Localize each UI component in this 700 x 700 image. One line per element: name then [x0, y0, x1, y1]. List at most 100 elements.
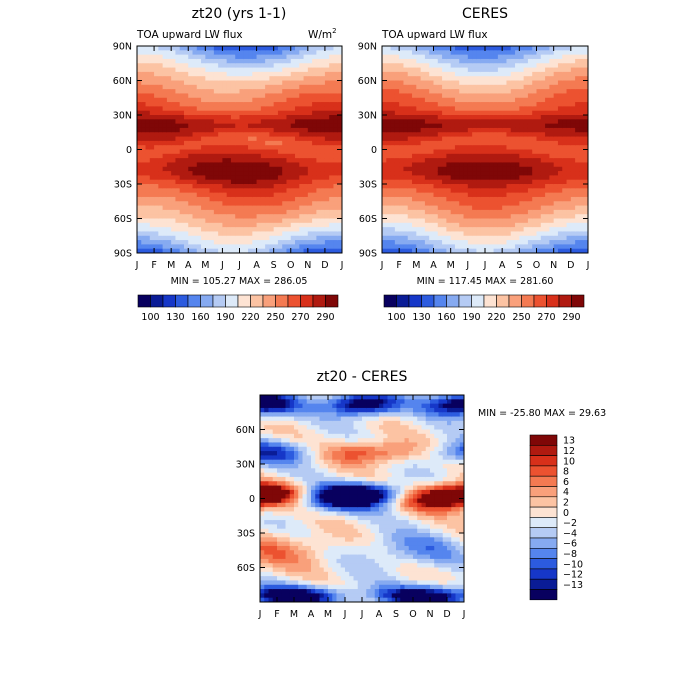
- field-cell: [226, 102, 232, 107]
- field-cell: [295, 84, 300, 90]
- field-cell: [183, 76, 189, 82]
- field-cell: [205, 244, 211, 250]
- field-cell: [286, 50, 292, 56]
- field-cell: [463, 158, 469, 164]
- field-cell: [485, 214, 490, 220]
- field-cell: [252, 67, 258, 73]
- field-cell: [583, 58, 588, 64]
- field-cell: [226, 179, 232, 185]
- field-cell: [429, 50, 435, 56]
- field-cell: [260, 597, 265, 602]
- field-cell: [162, 166, 168, 172]
- field-cell: [536, 188, 542, 194]
- field-cell: [454, 89, 460, 95]
- field-cell: [420, 136, 426, 142]
- colorbar-label: 100: [141, 312, 159, 323]
- field-cell: [312, 46, 317, 51]
- field-cell: [329, 171, 335, 176]
- field-cell: [579, 214, 585, 220]
- field-cell: [183, 158, 189, 164]
- field-cell: [320, 214, 326, 220]
- field-cell: [192, 71, 198, 77]
- field-cell: [316, 149, 322, 155]
- field-cell: [472, 209, 478, 215]
- field-cell: [303, 235, 309, 241]
- field-cell: [260, 240, 266, 245]
- field-cell: [390, 67, 396, 73]
- field-cell: [218, 63, 224, 69]
- field-cell: [583, 205, 588, 211]
- x-tick-label: A: [499, 260, 506, 271]
- field-cell: [201, 102, 206, 107]
- field-cell: [256, 231, 262, 237]
- field-cell: [557, 184, 563, 189]
- field-cell: [442, 235, 447, 241]
- field-cell: [149, 106, 155, 112]
- field-cell: [307, 201, 313, 207]
- field-cell: [527, 162, 533, 168]
- field-cell: [557, 162, 563, 168]
- field-cell: [230, 93, 236, 99]
- field-cell: [196, 227, 202, 233]
- field-cell: [540, 240, 546, 245]
- field-cell: [476, 54, 482, 60]
- field-cell: [320, 58, 326, 64]
- field-cell: [299, 179, 305, 185]
- field-cell: [137, 84, 142, 90]
- field-cell: [196, 179, 202, 185]
- field-cell: [497, 222, 503, 228]
- field-cell: [420, 46, 426, 51]
- field-cell: [226, 205, 232, 211]
- field-cell: [540, 132, 546, 138]
- field-cell: [412, 84, 417, 90]
- field-cell: [433, 227, 439, 233]
- field-cell: [303, 175, 309, 181]
- field-cell: [416, 110, 422, 116]
- field-cell: [145, 201, 151, 207]
- field-cell: [141, 140, 147, 146]
- field-cell: [149, 102, 155, 107]
- field-cell: [570, 235, 576, 241]
- field-cell: [412, 50, 417, 56]
- field-cell: [303, 67, 309, 73]
- field-cell: [506, 179, 512, 185]
- field-cell: [196, 192, 202, 198]
- field-cell: [515, 149, 520, 155]
- field-cell: [399, 166, 405, 172]
- field-cell: [166, 184, 172, 189]
- field-cell: [463, 106, 469, 112]
- field-cell: [493, 110, 499, 116]
- x-tick-label: O: [287, 260, 294, 271]
- field-cell: [536, 136, 542, 142]
- field-cell: [264, 545, 270, 551]
- field-cell: [299, 145, 305, 151]
- field-cell: [209, 58, 215, 64]
- field-cell: [137, 192, 142, 198]
- field-cell: [222, 93, 228, 99]
- field-cell: [269, 153, 275, 159]
- field-cell: [459, 140, 465, 146]
- field-cell: [562, 175, 568, 181]
- field-cell: [303, 46, 309, 51]
- field-cell: [553, 153, 559, 159]
- field-cell: [256, 127, 262, 133]
- field-cell: [399, 89, 405, 95]
- field-cell: [583, 76, 588, 82]
- field-cell: [277, 119, 283, 125]
- field-cell: [382, 179, 387, 185]
- field-cell: [497, 119, 503, 125]
- field-cell: [399, 102, 405, 107]
- field-cell: [416, 132, 422, 138]
- field-cell: [403, 166, 409, 172]
- field-cell: [437, 179, 443, 185]
- field-cell: [137, 240, 142, 245]
- field-cell: [149, 145, 155, 151]
- field-cell: [485, 76, 490, 82]
- field-cell: [218, 58, 224, 64]
- field-cell: [337, 196, 342, 202]
- field-cell: [532, 119, 538, 125]
- field-cell: [290, 214, 296, 220]
- field-cell: [295, 158, 300, 164]
- field-cell: [416, 115, 422, 120]
- field-cell: [412, 93, 417, 99]
